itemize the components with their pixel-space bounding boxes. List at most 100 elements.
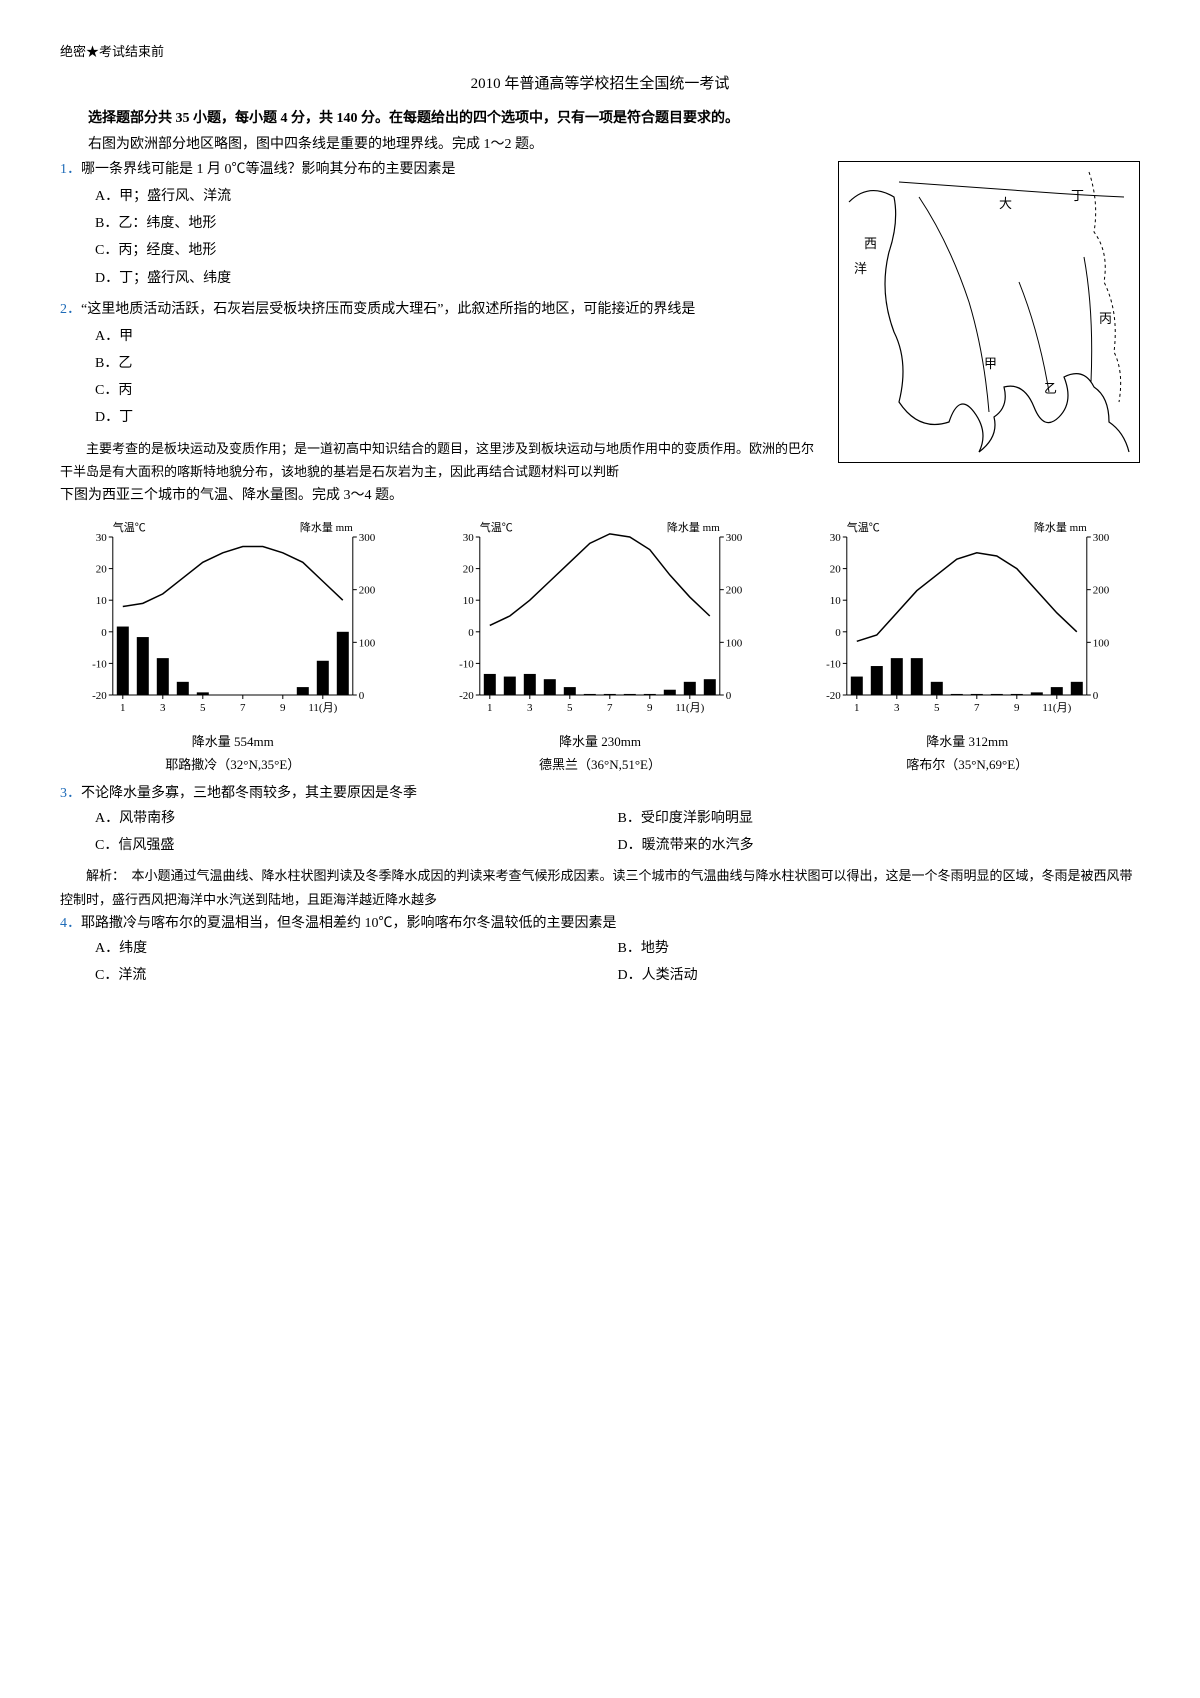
border-east — [1089, 172, 1121, 402]
temp-axis-label: 气温℃ — [480, 520, 513, 534]
precip-bar — [704, 679, 716, 695]
precip-bar — [317, 660, 329, 694]
question-3: 3．不论降水量多寡，三地都冬雨较多，其主要原因是冬季 A．风带南移 B．受印度洋… — [60, 781, 1140, 859]
chart-city-2: 喀布尔（35°N,69°E） — [794, 753, 1140, 776]
chart-total-1: 降水量 230mm — [427, 730, 773, 753]
q4-option-c: C．洋流 — [95, 963, 618, 988]
svg-text:11(月): 11(月) — [308, 702, 337, 714]
svg-text:9: 9 — [1014, 702, 1020, 714]
precip-bar — [911, 658, 923, 695]
precip-bar — [297, 687, 309, 695]
precip-bar — [337, 631, 349, 694]
precip-bar — [564, 687, 576, 695]
q3-number: 3． — [60, 786, 81, 801]
svg-text:0: 0 — [469, 626, 475, 638]
q2-text: “这里地质活动活跃，石灰岩层受板块挤压而变质成大理石”，此叙述所指的地区，可能接… — [81, 302, 695, 317]
precip-bar — [157, 658, 169, 695]
q4-number: 4． — [60, 916, 81, 931]
svg-text:5: 5 — [934, 702, 940, 714]
line-yi — [1019, 282, 1049, 392]
chart-city-0: 耶路撒冷（32°N,35°E） — [60, 753, 406, 776]
europe-map-figure: 大 西 洋 甲 乙 丙 丁 — [838, 161, 1140, 463]
line-jia — [919, 197, 989, 412]
svg-text:-20: -20 — [827, 690, 842, 702]
svg-text:0: 0 — [101, 626, 107, 638]
chart-cell-2: 气温℃降水量 mm-20-10010203001002003001357911(… — [794, 519, 1140, 777]
svg-text:100: 100 — [726, 637, 743, 649]
climate-chart-0: 气温℃降水量 mm-20-10010203001002003001357911(… — [60, 519, 406, 719]
precip-bar — [604, 694, 616, 695]
svg-text:3: 3 — [160, 702, 166, 714]
q3-explanation: 解析： 本小题通过气温曲线、降水柱状图判读及冬季降水成因的判读来考查气候形成因素… — [60, 864, 1140, 911]
q3-option-d: D．暖流带来的水汽多 — [618, 833, 1141, 858]
svg-text:30: 30 — [96, 532, 108, 544]
precip-bar — [1071, 681, 1083, 694]
map-label-west2: 洋 — [854, 257, 867, 280]
svg-text:1: 1 — [120, 702, 126, 714]
svg-text:200: 200 — [359, 584, 376, 596]
map-label-bing: 丙 — [1099, 307, 1112, 330]
temp-line — [857, 552, 1077, 640]
precip-bar — [891, 658, 903, 695]
exam-title: 2010 年普通高等学校招生全国统一考试 — [60, 71, 1140, 98]
question-4: 4．耶路撒冷与喀布尔的夏温相当，但冬温相差约 10℃，影响喀布尔冬温较低的主要因… — [60, 911, 1140, 989]
svg-text:0: 0 — [726, 690, 732, 702]
precip-bar — [484, 674, 496, 695]
climate-chart-1: 气温℃降水量 mm-20-10010203001002003001357911(… — [427, 519, 773, 719]
q3-option-b: B．受印度洋影响明显 — [618, 806, 1141, 831]
svg-text:1: 1 — [854, 702, 860, 714]
svg-text:10: 10 — [96, 595, 108, 607]
svg-text:10: 10 — [830, 595, 842, 607]
svg-text:-20: -20 — [459, 690, 474, 702]
svg-text:0: 0 — [359, 690, 365, 702]
precip-bar — [544, 679, 556, 695]
svg-text:30: 30 — [463, 532, 475, 544]
svg-text:20: 20 — [463, 563, 475, 575]
q3-text: 不论降水量多寡，三地都冬雨较多，其主要原因是冬季 — [81, 786, 417, 801]
svg-text:200: 200 — [1093, 584, 1110, 596]
svg-text:1: 1 — [487, 702, 493, 714]
chart-cell-1: 气温℃降水量 mm-20-10010203001002003001357911(… — [427, 519, 773, 777]
q4-option-b: B．地势 — [618, 936, 1141, 961]
svg-text:3: 3 — [527, 702, 533, 714]
svg-text:-10: -10 — [92, 658, 107, 670]
precip-bar — [624, 694, 636, 695]
precip-bar — [137, 637, 149, 695]
header-secrecy-note: 绝密★考试结束前 — [60, 40, 1140, 63]
svg-text:300: 300 — [359, 532, 376, 544]
precip-bar — [197, 692, 209, 695]
q4-option-a: A．纬度 — [95, 936, 618, 961]
temp-axis-label: 气温℃ — [113, 520, 146, 534]
chart-city-1: 德黑兰（36°N,51°E） — [427, 753, 773, 776]
map-label-ding: 丁 — [1071, 184, 1084, 207]
precip-bar — [1051, 687, 1063, 695]
precip-bar — [504, 676, 516, 694]
svg-text:7: 7 — [240, 702, 246, 714]
q1-number: 1． — [60, 162, 81, 177]
map-label-west1: 西 — [864, 232, 877, 255]
precip-bar — [1011, 694, 1023, 695]
q3-option-c: C．信风强盛 — [95, 833, 618, 858]
svg-text:100: 100 — [359, 637, 376, 649]
map-label-yi: 乙 — [1044, 377, 1057, 400]
chart-total-0: 降水量 554mm — [60, 730, 406, 753]
svg-text:20: 20 — [96, 563, 108, 575]
precip-bar — [644, 694, 656, 695]
q2-number: 2． — [60, 302, 81, 317]
precip-bar — [971, 694, 983, 695]
temp-line — [490, 533, 710, 625]
intro-passage-1: 右图为欧洲部分地区略图，图中四条线是重要的地理界线。完成 1～2 题。 — [60, 132, 1140, 157]
svg-text:7: 7 — [607, 702, 613, 714]
svg-text:0: 0 — [836, 626, 842, 638]
q4-option-d: D．人类活动 — [618, 963, 1141, 988]
coastline-west — [849, 190, 983, 451]
svg-text:-10: -10 — [827, 658, 842, 670]
q3-option-a: A．风带南移 — [95, 806, 618, 831]
svg-text:100: 100 — [1093, 637, 1110, 649]
precip-bar — [177, 681, 189, 694]
svg-text:5: 5 — [567, 702, 573, 714]
svg-text:300: 300 — [726, 532, 743, 544]
q1-text: 哪一条界线可能是 1 月 0℃等温线？影响其分布的主要因素是 — [81, 162, 456, 177]
precip-bar — [1031, 692, 1043, 695]
svg-text:11(月): 11(月) — [676, 702, 705, 714]
